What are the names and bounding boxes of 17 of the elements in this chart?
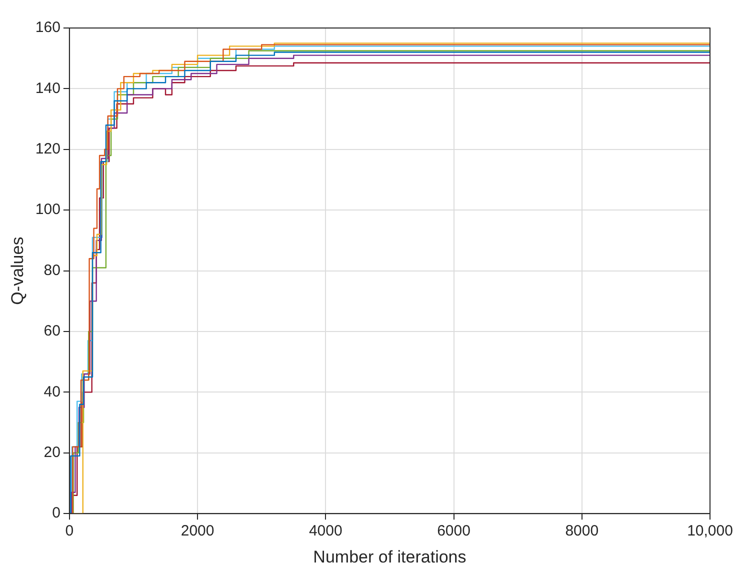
x-axis-title: Number of iterations	[313, 547, 466, 566]
y-tick-label: 20	[44, 444, 60, 462]
y-tick-label: 100	[35, 201, 60, 218]
y-tick-label: 160	[35, 19, 60, 36]
x-tick-label: 2000	[180, 522, 214, 540]
x-tick-label: 0	[65, 522, 74, 540]
y-tick-label: 140	[35, 80, 60, 97]
y-tick-label: 60	[44, 322, 60, 340]
y-tick-label: 0	[52, 504, 60, 522]
y-axis-title: Q-values	[8, 236, 27, 305]
x-tick-label: 4000	[308, 522, 342, 540]
y-tick-label: 120	[35, 140, 60, 158]
x-tick-label: 8000	[565, 522, 599, 540]
x-tick-label: 10,000	[687, 522, 733, 540]
y-tick-label: 80	[44, 262, 60, 279]
y-tick-label: 40	[44, 383, 60, 400]
x-tick-label: 6000	[437, 522, 470, 540]
